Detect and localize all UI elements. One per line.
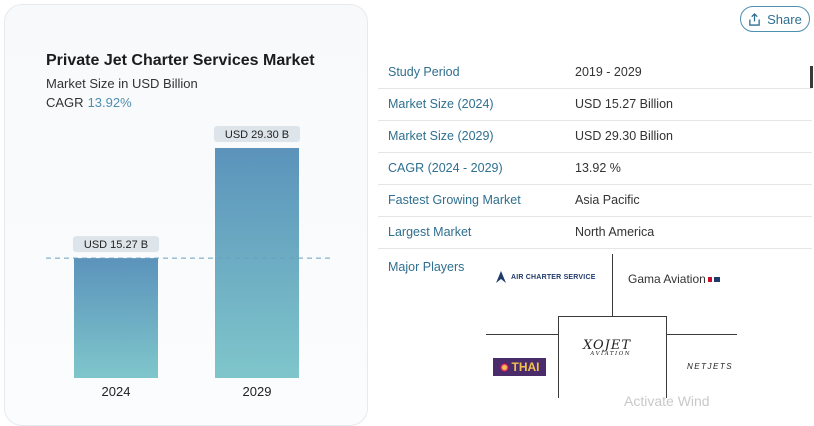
info-row-market-size-2029: Market Size (2029) USD 29.30 Billion bbox=[378, 121, 812, 153]
chart-cagr: CAGR 13.92% bbox=[46, 95, 132, 110]
info-value: USD 15.27 Billion bbox=[575, 97, 673, 111]
chart-card bbox=[4, 4, 368, 426]
grid-divider bbox=[558, 316, 667, 317]
cagr-value: 13.92% bbox=[87, 95, 132, 110]
cagr-label: CAGR bbox=[46, 95, 84, 110]
xojet-logo: XOJET AVIATION bbox=[583, 338, 631, 357]
bar-chart: USD 15.27 B USD 29.30 B 2024 2029 bbox=[46, 126, 330, 399]
data-label: USD 29.30 B bbox=[225, 129, 289, 141]
netjets-logo: NETJETS bbox=[687, 362, 734, 371]
gama-aviation-logo: Gama Aviation bbox=[628, 272, 720, 286]
info-row-study-period: Study Period 2019 - 2029 bbox=[378, 57, 812, 89]
info-value: North America bbox=[575, 225, 655, 239]
chart-bar bbox=[74, 258, 158, 378]
grid-divider bbox=[612, 254, 613, 316]
info-row-fastest-growing: Fastest Growing Market Asia Pacific bbox=[378, 185, 812, 217]
xojet-subtitle: AVIATION bbox=[590, 351, 632, 357]
data-label-bg bbox=[73, 236, 159, 253]
info-row-market-size-2024: Market Size (2024) USD 15.27 Billion bbox=[378, 89, 812, 121]
chart-subtitle: Market Size in USD Billion bbox=[46, 76, 198, 91]
info-key: Market Size (2029) bbox=[388, 129, 494, 143]
share-button[interactable]: Share bbox=[740, 6, 810, 32]
info-key: Fastest Growing Market bbox=[388, 193, 521, 207]
info-value: USD 29.30 Billion bbox=[575, 129, 673, 143]
data-label: USD 15.27 B bbox=[84, 239, 148, 251]
major-players-label: Major Players bbox=[388, 260, 465, 274]
plane-icon bbox=[496, 271, 506, 283]
market-info-table: Study Period 2019 - 2029 Market Size (20… bbox=[378, 57, 812, 249]
info-row-largest-market: Largest Market North America bbox=[378, 217, 812, 249]
info-value: 13.92 % bbox=[575, 161, 621, 175]
share-icon bbox=[749, 12, 760, 26]
info-key: Largest Market bbox=[388, 225, 472, 239]
share-label: Share bbox=[767, 11, 802, 27]
info-key: CAGR (2024 - 2029) bbox=[388, 161, 503, 175]
data-label-bg bbox=[214, 126, 300, 142]
chart-title: Private Jet Charter Services Market bbox=[46, 52, 315, 69]
info-row-cagr: CAGR (2024 - 2029) 13.92 % bbox=[378, 153, 812, 185]
x-tick-label: 2029 bbox=[243, 384, 272, 399]
info-key: Market Size (2024) bbox=[388, 97, 494, 111]
gama-aviation-name: Gama Aviation bbox=[628, 272, 706, 286]
orchid-icon bbox=[499, 362, 509, 372]
thai-airways-logo: THAI bbox=[493, 358, 546, 376]
scroll-indicator bbox=[810, 66, 813, 88]
grid-divider bbox=[666, 316, 667, 398]
activation-watermark: Activate Wind bbox=[624, 393, 710, 409]
thai-name: THAI bbox=[511, 360, 540, 374]
grid-divider bbox=[667, 334, 737, 335]
info-value: Asia Pacific bbox=[575, 193, 640, 207]
xojet-name: XOJET bbox=[583, 338, 632, 353]
info-key: Study Period bbox=[388, 65, 460, 79]
chart-bar bbox=[215, 148, 299, 378]
grid-divider bbox=[486, 334, 558, 335]
air-charter-service-name: AIR CHARTER SERVICE bbox=[511, 273, 596, 281]
grid-divider bbox=[558, 316, 559, 398]
info-value: 2019 - 2029 bbox=[575, 65, 642, 79]
air-charter-service-logo: AIR CHARTER SERVICE bbox=[495, 271, 596, 283]
flag-stripe-icon bbox=[707, 277, 720, 283]
x-tick-label: 2024 bbox=[102, 384, 131, 399]
